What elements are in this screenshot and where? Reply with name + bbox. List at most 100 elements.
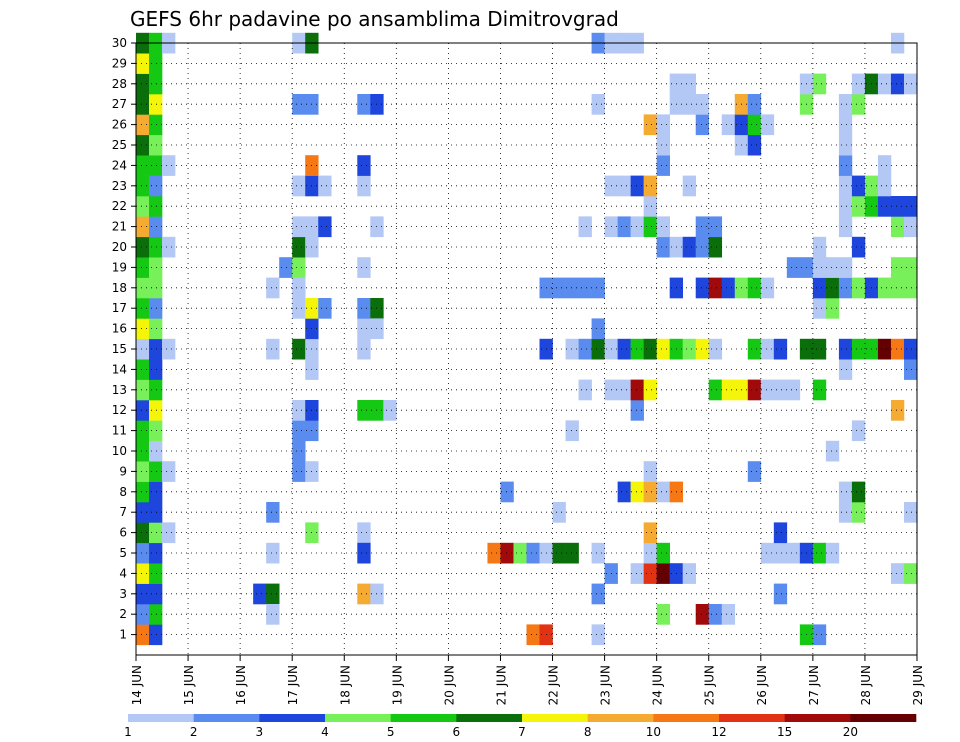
heatmap-cell — [266, 542, 280, 564]
colorbar-label: 2 — [190, 725, 198, 739]
heatmap-cell — [136, 298, 150, 319]
heatmap-cell — [695, 604, 710, 625]
heatmap-cell — [838, 134, 853, 156]
heatmap-cell — [591, 277, 605, 299]
heatmap-cell — [552, 277, 566, 299]
heatmap-cell — [721, 277, 736, 299]
y-tick-label: 16 — [112, 322, 127, 336]
heatmap-cell — [149, 481, 163, 503]
heatmap-cell — [266, 338, 280, 360]
heatmap-cell — [630, 175, 644, 197]
heatmap-cell — [357, 338, 371, 360]
y-tick-label: 4 — [119, 566, 127, 580]
x-tick-label: 27 JUN — [807, 665, 821, 705]
heatmap-cell — [877, 338, 892, 360]
colorbar-label: 5 — [387, 725, 395, 739]
x-tick-label: 15 JUN — [182, 665, 196, 705]
heatmap-cell — [136, 175, 150, 197]
heatmap-cell — [383, 400, 397, 421]
heatmap-cell — [838, 502, 853, 523]
heatmap-cell — [617, 379, 631, 401]
y-tick-label: 18 — [112, 281, 127, 295]
heatmap-cell — [591, 624, 605, 646]
heatmap-cell — [149, 563, 163, 584]
heatmap-cell — [565, 420, 579, 442]
heatmap-cell — [682, 175, 697, 197]
heatmap-cell — [292, 420, 306, 442]
heatmap-cell — [695, 94, 710, 115]
colorbar-swatch — [850, 714, 917, 722]
heatmap-cell — [786, 257, 801, 278]
heatmap-cell — [812, 73, 827, 95]
heatmap-cell — [149, 155, 163, 176]
y-tick-label: 5 — [119, 546, 127, 560]
heatmap-cell — [565, 542, 579, 564]
heatmap-cell — [747, 277, 762, 299]
heatmap-cell — [786, 379, 801, 401]
heatmap-cell — [266, 502, 280, 523]
colorbar-label: 7 — [518, 725, 526, 739]
heatmap-cell — [136, 155, 150, 176]
heatmap-cell — [812, 379, 827, 401]
heatmap-cell — [526, 542, 540, 564]
heatmap-cell — [162, 155, 176, 176]
heatmap-cell — [903, 502, 918, 523]
heatmap-cell — [292, 298, 306, 319]
colorbar-swatch — [522, 714, 588, 722]
heatmap-cell — [643, 114, 657, 136]
heatmap-cell — [136, 542, 150, 564]
heatmap-cell — [760, 114, 775, 136]
heatmap-cell — [851, 175, 866, 197]
heatmap-cell — [695, 114, 710, 136]
heatmap-cell — [838, 175, 853, 197]
y-tick-label: 1 — [119, 628, 127, 642]
heatmap-cell — [513, 542, 527, 564]
heatmap-cell — [266, 604, 280, 625]
heatmap-cell — [617, 175, 631, 197]
x-tick-label: 29 JUN — [911, 665, 925, 705]
heatmap-cell — [773, 522, 788, 544]
colorbar-swatch — [784, 714, 851, 722]
heatmap-cell — [292, 338, 306, 360]
colorbar-label: 20 — [843, 725, 858, 739]
heatmap-cell — [149, 400, 163, 421]
heatmap-cell — [903, 277, 918, 299]
y-axis: 1234567891011121314151617181920212223242… — [112, 36, 136, 642]
colorbar-swatch — [587, 714, 654, 722]
heatmap-cell — [903, 338, 918, 360]
heatmap-cell — [877, 155, 892, 176]
heatmap-cell — [903, 359, 918, 380]
heatmap-cell — [890, 196, 905, 217]
heatmap-cell — [890, 73, 905, 95]
heatmap-cell — [357, 257, 371, 278]
heatmap-cell — [656, 604, 670, 625]
heatmap-cell — [136, 359, 150, 380]
colorbar-swatch — [653, 714, 720, 722]
heatmap-cell — [292, 257, 306, 278]
heatmap-cell — [708, 379, 723, 401]
heatmap-cell — [851, 196, 866, 217]
heatmap-cell — [851, 420, 866, 442]
heatmap-cell — [136, 94, 150, 115]
heatmap-cell — [149, 502, 163, 523]
heatmap-cell — [136, 440, 150, 462]
heatmap-cell — [136, 196, 150, 217]
heatmap-cell — [851, 236, 866, 258]
heatmap-cell — [838, 257, 853, 278]
heatmap-cell — [149, 420, 163, 442]
heatmap-cell — [578, 216, 592, 238]
heatmap-cell — [136, 338, 150, 360]
y-tick-label: 17 — [112, 301, 127, 315]
heatmap-cell — [357, 522, 371, 544]
heatmap-cell — [578, 338, 592, 360]
y-tick-label: 23 — [112, 179, 127, 193]
heatmap-cell — [266, 583, 280, 605]
heatmap-cell — [552, 502, 566, 523]
heatmap-cell — [136, 236, 150, 258]
heatmap-cell — [357, 175, 371, 197]
heatmap-cell — [656, 338, 670, 360]
heatmap-cell — [890, 338, 905, 360]
colorbar-label: 12 — [711, 725, 726, 739]
heatmap-cell — [136, 277, 150, 299]
heatmap-cell — [851, 277, 866, 299]
